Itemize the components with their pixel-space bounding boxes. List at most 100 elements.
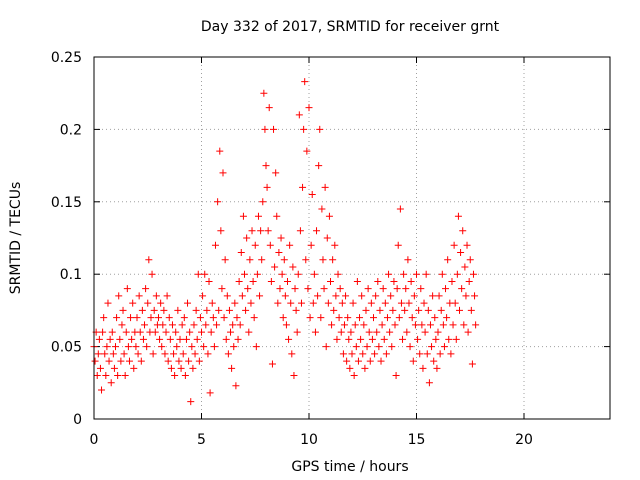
data-point (345, 335, 353, 343)
data-point (293, 328, 301, 336)
data-point (252, 343, 260, 351)
data-point (149, 350, 157, 358)
data-point (161, 350, 169, 358)
data-point (436, 350, 444, 358)
data-point (308, 191, 316, 199)
data-point (402, 285, 410, 293)
data-point (360, 321, 368, 329)
data-point (291, 285, 299, 293)
data-point (136, 328, 144, 336)
data-point (179, 350, 187, 358)
data-point (206, 389, 214, 397)
data-point (447, 350, 455, 358)
data-point (397, 299, 405, 307)
data-point (459, 227, 467, 235)
data-point (94, 350, 102, 358)
data-point (401, 306, 409, 314)
data-point (208, 299, 216, 307)
data-point (135, 292, 143, 300)
data-point (268, 360, 276, 368)
data-point (184, 299, 192, 307)
data-point (303, 147, 311, 155)
data-point (100, 314, 108, 322)
data-point (334, 270, 342, 278)
data-point (405, 299, 413, 307)
data-point (190, 321, 198, 329)
data-point (468, 360, 476, 368)
data-point (102, 372, 110, 380)
data-point (209, 314, 217, 322)
data-point (292, 306, 300, 314)
data-point (354, 357, 362, 365)
data-point (370, 314, 377, 322)
data-point (323, 234, 331, 242)
data-point (379, 285, 387, 293)
data-point (450, 241, 458, 249)
data-point (116, 335, 124, 343)
x-tick-label: 15 (408, 432, 426, 448)
data-point (195, 357, 203, 365)
data-point (358, 292, 366, 300)
data-point (316, 125, 324, 133)
data-point (262, 162, 270, 170)
data-point (176, 335, 184, 343)
x-tick-label: 0 (90, 432, 99, 448)
data-point (466, 256, 474, 264)
data-point (182, 335, 190, 343)
y-tick-label: 0.1 (60, 267, 82, 283)
data-point (408, 314, 416, 322)
data-point (265, 104, 273, 112)
y-tick-label: 0 (73, 412, 82, 428)
data-point (173, 343, 181, 351)
data-point (113, 314, 121, 322)
data-point (171, 372, 179, 380)
data-point (215, 306, 223, 314)
data-point (331, 241, 339, 249)
data-point (347, 328, 355, 336)
data-point (211, 241, 219, 249)
chart-title: Day 332 of 2017, SRMTID for receiver grn… (201, 19, 500, 35)
data-point (297, 299, 305, 307)
data-point (152, 292, 160, 300)
data-point (421, 328, 429, 336)
data-point (391, 321, 399, 329)
data-point (159, 321, 167, 329)
data-point (272, 169, 280, 177)
data-point (371, 350, 379, 358)
data-point (112, 343, 119, 351)
data-point (306, 314, 314, 322)
data-point (429, 292, 437, 300)
data-point (465, 277, 473, 285)
data-point (222, 335, 230, 343)
data-point (375, 343, 383, 351)
data-point (390, 277, 398, 285)
data-point (186, 328, 194, 336)
data-point (416, 350, 424, 358)
data-point (396, 205, 404, 213)
data-point (134, 350, 142, 358)
data-point (144, 299, 152, 307)
data-point (168, 321, 176, 329)
data-point (403, 328, 411, 336)
data-point (321, 183, 329, 191)
data-point (364, 285, 372, 293)
data-point (393, 285, 401, 293)
data-point (128, 335, 136, 343)
data-point (202, 321, 210, 329)
data-point (389, 306, 397, 314)
data-point (225, 306, 233, 314)
data-point (404, 256, 412, 264)
data-point (449, 321, 457, 329)
data-point (110, 364, 118, 372)
data-point (247, 299, 255, 307)
data-point (193, 335, 201, 343)
data-point (413, 270, 420, 278)
data-point (207, 328, 215, 336)
data-point (340, 321, 348, 329)
data-point (356, 314, 364, 322)
data-point (221, 256, 229, 264)
data-point (267, 277, 275, 285)
data-point (219, 169, 227, 177)
data-point (314, 292, 322, 300)
